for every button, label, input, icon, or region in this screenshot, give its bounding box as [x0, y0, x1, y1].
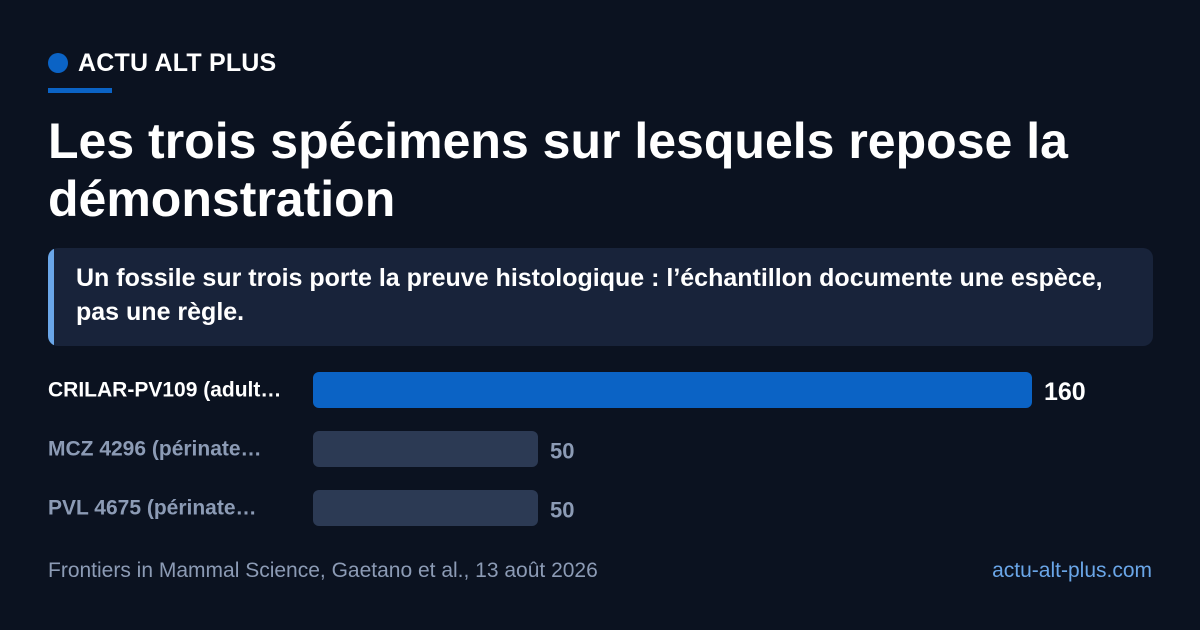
brand-underline — [48, 88, 112, 93]
bar-category-label: PVL 4675 (périnate… — [48, 497, 257, 520]
callout-box: Un fossile sur trois porte la preuve his… — [48, 248, 1153, 346]
brand-name: ACTU ALT PLUS — [78, 49, 277, 77]
bar-value-label: 50 — [550, 498, 574, 523]
callout-accent-bar — [48, 248, 54, 346]
footer-site-link[interactable]: actu-alt-plus.com — [992, 559, 1152, 582]
bar — [313, 431, 538, 467]
bar-chart: CRILAR-PV109 (adult… 160 MCZ 4296 (périnat… — [48, 372, 1086, 526]
page-title: Les trois spécimens sur lesquels repose … — [48, 113, 1068, 227]
callout-text: Un fossile sur trois porte la preuve his… — [76, 264, 1103, 326]
bar — [313, 372, 1032, 408]
bar — [313, 490, 538, 526]
bar-category-label: MCZ 4296 (périnate… — [48, 438, 262, 461]
bar-value-label: 160 — [1044, 378, 1086, 406]
bar-category-label: CRILAR-PV109 (adult… — [48, 379, 281, 402]
bar-value-label: 50 — [550, 439, 574, 464]
footer-source: Frontiers in Mammal Science, Gaetano et … — [48, 559, 598, 582]
brand-dot-icon — [48, 53, 68, 73]
brand: ACTU ALT PLUS — [48, 48, 276, 78]
